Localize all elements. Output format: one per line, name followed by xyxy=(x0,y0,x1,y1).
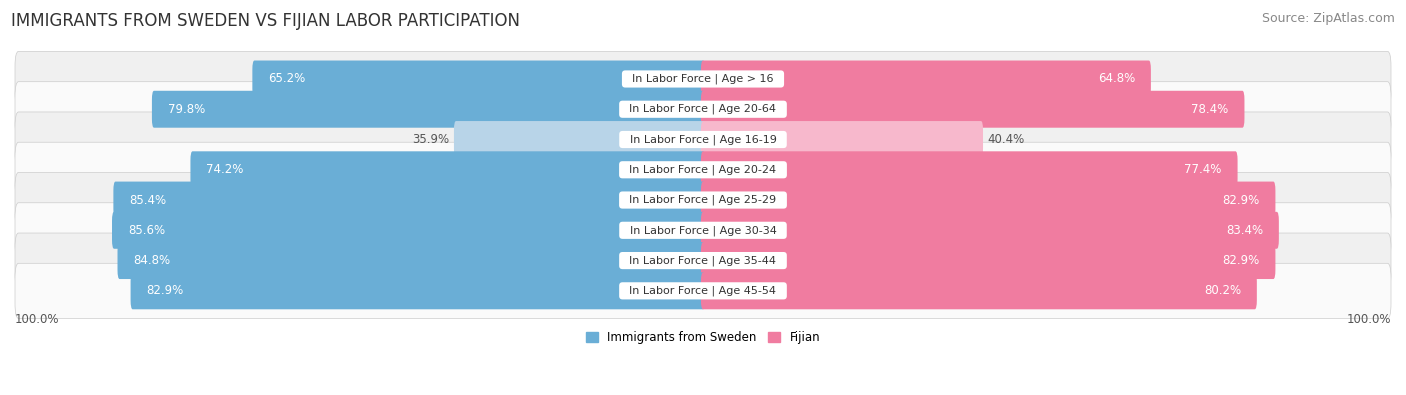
FancyBboxPatch shape xyxy=(15,82,1391,137)
Text: In Labor Force | Age 45-54: In Labor Force | Age 45-54 xyxy=(623,286,783,296)
Legend: Immigrants from Sweden, Fijian: Immigrants from Sweden, Fijian xyxy=(581,326,825,349)
Text: 82.9%: 82.9% xyxy=(146,284,184,297)
FancyBboxPatch shape xyxy=(702,273,1257,309)
Text: In Labor Force | Age 35-44: In Labor Force | Age 35-44 xyxy=(623,255,783,266)
FancyBboxPatch shape xyxy=(15,233,1391,288)
Text: 80.2%: 80.2% xyxy=(1204,284,1241,297)
Text: In Labor Force | Age 16-19: In Labor Force | Age 16-19 xyxy=(623,134,783,145)
Text: 35.9%: 35.9% xyxy=(412,133,449,146)
Text: 79.8%: 79.8% xyxy=(167,103,205,116)
FancyBboxPatch shape xyxy=(15,51,1391,107)
FancyBboxPatch shape xyxy=(114,182,704,218)
Text: IMMIGRANTS FROM SWEDEN VS FIJIAN LABOR PARTICIPATION: IMMIGRANTS FROM SWEDEN VS FIJIAN LABOR P… xyxy=(11,12,520,30)
Text: 65.2%: 65.2% xyxy=(269,72,305,85)
Text: 74.2%: 74.2% xyxy=(207,163,243,176)
FancyBboxPatch shape xyxy=(118,242,704,279)
Text: In Labor Force | Age > 16: In Labor Force | Age > 16 xyxy=(626,74,780,84)
FancyBboxPatch shape xyxy=(15,263,1391,318)
Text: 78.4%: 78.4% xyxy=(1191,103,1229,116)
Text: 64.8%: 64.8% xyxy=(1098,72,1135,85)
Text: 100.0%: 100.0% xyxy=(1347,312,1391,325)
Text: 100.0%: 100.0% xyxy=(15,312,59,325)
FancyBboxPatch shape xyxy=(702,212,1279,249)
FancyBboxPatch shape xyxy=(15,142,1391,198)
FancyBboxPatch shape xyxy=(131,273,704,309)
Text: 85.4%: 85.4% xyxy=(129,194,166,207)
Text: 85.6%: 85.6% xyxy=(128,224,165,237)
Text: In Labor Force | Age 20-24: In Labor Force | Age 20-24 xyxy=(623,165,783,175)
Text: In Labor Force | Age 30-34: In Labor Force | Age 30-34 xyxy=(623,225,783,235)
Text: In Labor Force | Age 20-64: In Labor Force | Age 20-64 xyxy=(623,104,783,115)
FancyBboxPatch shape xyxy=(152,91,704,128)
Text: Source: ZipAtlas.com: Source: ZipAtlas.com xyxy=(1261,12,1395,25)
FancyBboxPatch shape xyxy=(15,173,1391,228)
FancyBboxPatch shape xyxy=(702,242,1275,279)
FancyBboxPatch shape xyxy=(252,60,704,98)
Text: 84.8%: 84.8% xyxy=(134,254,170,267)
FancyBboxPatch shape xyxy=(702,182,1275,218)
Text: 82.9%: 82.9% xyxy=(1222,254,1260,267)
FancyBboxPatch shape xyxy=(702,151,1237,188)
FancyBboxPatch shape xyxy=(702,91,1244,128)
FancyBboxPatch shape xyxy=(454,121,704,158)
FancyBboxPatch shape xyxy=(190,151,704,188)
Text: In Labor Force | Age 25-29: In Labor Force | Age 25-29 xyxy=(623,195,783,205)
FancyBboxPatch shape xyxy=(702,121,983,158)
Text: 77.4%: 77.4% xyxy=(1184,163,1222,176)
FancyBboxPatch shape xyxy=(15,203,1391,258)
FancyBboxPatch shape xyxy=(702,60,1152,98)
FancyBboxPatch shape xyxy=(112,212,704,249)
FancyBboxPatch shape xyxy=(15,112,1391,167)
Text: 83.4%: 83.4% xyxy=(1226,224,1263,237)
Text: 40.4%: 40.4% xyxy=(988,133,1025,146)
Text: 82.9%: 82.9% xyxy=(1222,194,1260,207)
